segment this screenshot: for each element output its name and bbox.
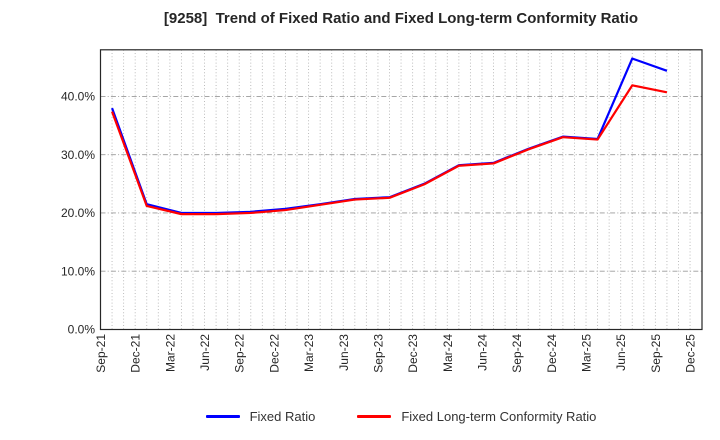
x-tick-label: Jun-22 bbox=[198, 334, 212, 371]
legend: Fixed Ratio Fixed Long-term Conformity R… bbox=[82, 404, 720, 428]
x-tick-label: Sep-25 bbox=[649, 334, 663, 373]
series-line-fixed-long-term-conformity-ratio bbox=[111, 84, 668, 216]
x-tick-label: Mar-24 bbox=[441, 334, 455, 372]
plot-area: 0.0% 10.0% 20.0% 30.0% 40.0% Sep-21 Dec-21 Mar-… bbox=[61, 49, 703, 373]
y-tick-label: 20.0% bbox=[61, 206, 95, 220]
x-tick-label: Jun-24 bbox=[475, 334, 489, 371]
series-line-fixed-ratio bbox=[111, 57, 668, 215]
x-tick-label: Dec-22 bbox=[267, 334, 281, 373]
x-tick-label: Sep-22 bbox=[233, 334, 247, 373]
x-tick-label: Dec-24 bbox=[545, 334, 559, 373]
x-tick-label: Sep-24 bbox=[510, 334, 524, 373]
x-tick-label: Dec-21 bbox=[129, 334, 143, 373]
x-tick-label: Sep-21 bbox=[94, 334, 108, 373]
legend-label-fixed-ratio: Fixed Ratio bbox=[249, 408, 316, 424]
legend-line-fixed-long-term-conformity-ratio bbox=[357, 414, 392, 418]
y-tick-label: 0.0% bbox=[68, 323, 96, 337]
chart-title: [9258] Trend of Fixed Ratio and Fixed Lo… bbox=[163, 10, 639, 27]
legend-line-fixed-ratio bbox=[205, 414, 240, 418]
x-tick-label: Dec-23 bbox=[406, 334, 420, 373]
x-tick-label: Dec-25 bbox=[684, 334, 698, 373]
legend-label-fixed-long-term-conformity-ratio: Fixed Long-term Conformity Ratio bbox=[401, 408, 597, 424]
x-tick-label: Mar-25 bbox=[580, 334, 594, 372]
x-tick-label: Mar-23 bbox=[302, 334, 316, 372]
y-tick-label: 10.0% bbox=[61, 264, 95, 278]
y-tick-label: 40.0% bbox=[61, 90, 95, 104]
x-tick-label: Mar-22 bbox=[163, 334, 177, 372]
x-tick-label: Sep-23 bbox=[371, 334, 385, 373]
plot-border bbox=[99, 49, 703, 331]
y-tick-label: 30.0% bbox=[61, 148, 95, 162]
x-tick-label: Jun-25 bbox=[614, 334, 628, 371]
x-tick-label: Jun-23 bbox=[337, 334, 351, 371]
